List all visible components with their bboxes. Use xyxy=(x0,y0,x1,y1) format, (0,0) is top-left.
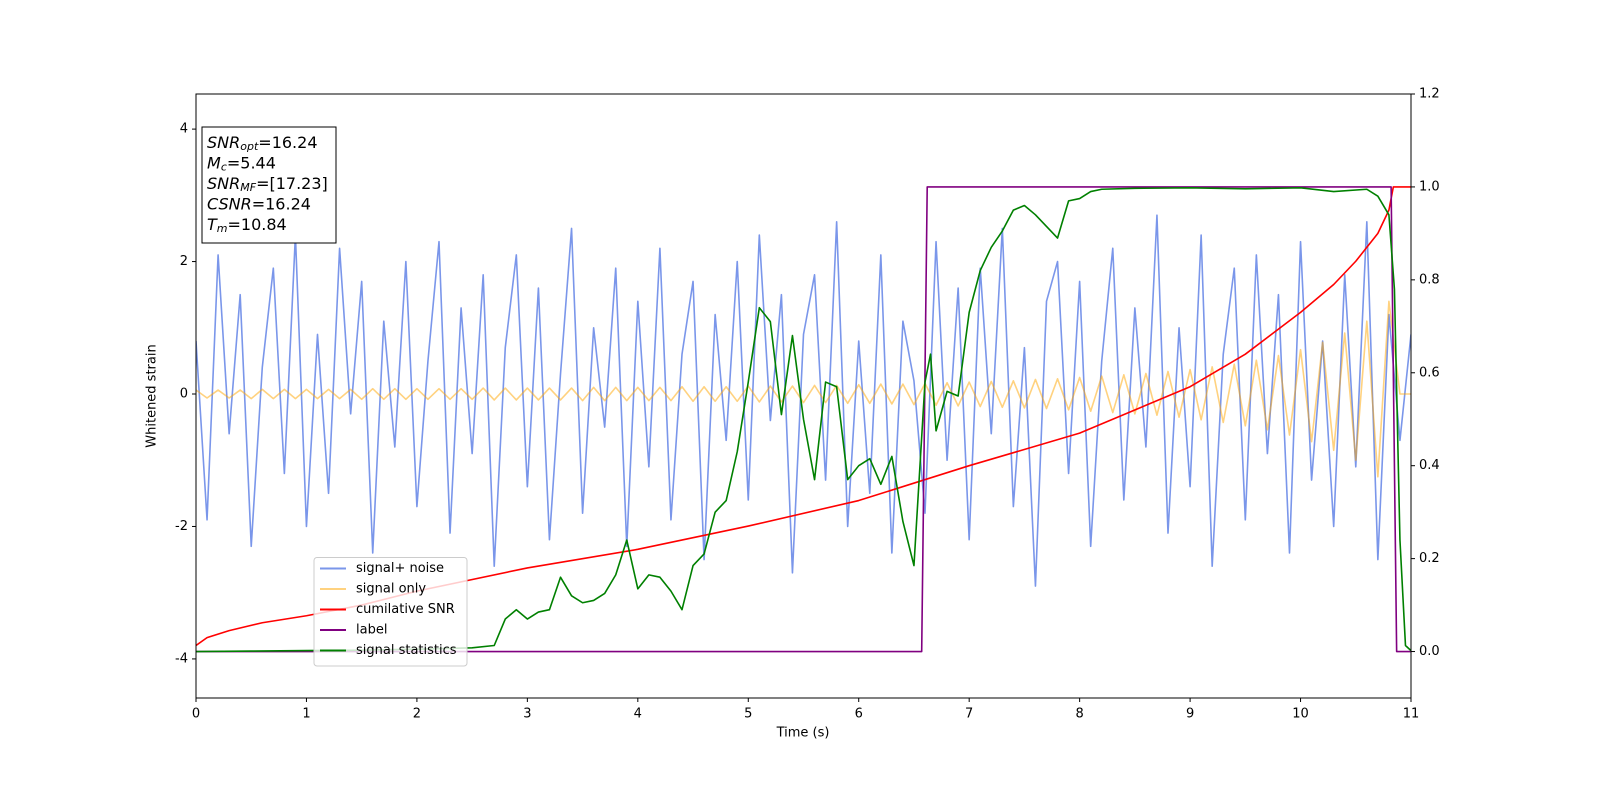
x-tick-label: 7 xyxy=(965,707,973,722)
legend-label: signal only xyxy=(356,582,426,597)
annotation-text: Mc=5.44 xyxy=(207,153,276,174)
legend-label: signal statistics xyxy=(356,643,457,658)
y2-tick-label: 0.2 xyxy=(1419,551,1440,566)
axes-frame xyxy=(195,93,1412,699)
legend-frame xyxy=(313,557,468,667)
y2-tick-label: 1.2 xyxy=(1419,87,1440,102)
y2-tick-label: 0.8 xyxy=(1419,272,1440,287)
annotation-text: SNRMF=[17.23] xyxy=(207,174,328,195)
legend-label: signal+ noise xyxy=(356,561,444,576)
annotation-text: CSNR=16.24 xyxy=(207,194,311,213)
annotation-sub: MF xyxy=(240,181,256,194)
annotation-value: =16.24 xyxy=(252,194,311,213)
y-tick-label: 2 xyxy=(180,254,188,269)
annotation-base: CSNR xyxy=(207,194,252,213)
y2-tick-label: 1.0 xyxy=(1419,179,1440,194)
legend-label: label xyxy=(356,623,387,638)
annotation-base: SNR xyxy=(207,174,240,193)
annotation-sub: m xyxy=(217,222,228,235)
annotation-text: Tm=10.84 xyxy=(207,215,287,236)
x-tick-label: 1 xyxy=(302,707,310,722)
legend-label: cumilative SNR xyxy=(356,602,455,617)
annotation-base: SNR xyxy=(207,133,240,152)
annotation-text: SNRopt=16.24 xyxy=(207,133,318,154)
annotation-frame xyxy=(201,126,337,244)
annotation-value: =16.24 xyxy=(258,133,317,152)
y2-tick-label: 0.4 xyxy=(1419,458,1440,473)
y-axis-label: Whitened strain xyxy=(145,344,160,447)
x-tick-label: 3 xyxy=(523,707,531,722)
x-tick-label: 2 xyxy=(413,707,421,722)
y-tick-label: 4 xyxy=(180,122,188,137)
x-tick-label: 11 xyxy=(1403,707,1420,722)
x-tick-label: 10 xyxy=(1292,707,1309,722)
x-tick-label: 8 xyxy=(1075,707,1083,722)
annotation-value: =5.44 xyxy=(227,153,276,172)
annotation-sub: c xyxy=(221,161,227,174)
y-tick-label: 0 xyxy=(180,387,188,402)
y2-tick-label: 0.0 xyxy=(1419,644,1440,659)
x-tick-label: 5 xyxy=(744,707,752,722)
series-line xyxy=(196,300,1411,478)
annotation-sub: opt xyxy=(240,140,259,153)
x-tick-label: 4 xyxy=(634,707,642,722)
x-tick-label: 9 xyxy=(1186,707,1194,722)
annotation-base: M xyxy=(207,153,221,172)
x-tick-label: 0 xyxy=(192,707,200,722)
legend: signal+ noise signal only cumilative SNR la… xyxy=(313,557,468,667)
series-line xyxy=(196,186,1411,647)
y-tick-label: -2 xyxy=(175,519,188,534)
x-axis-label: Time (s) xyxy=(776,726,830,741)
x-tick-label: 6 xyxy=(855,707,863,722)
y2-tick-label: 0.6 xyxy=(1419,365,1440,380)
annotation-base: T xyxy=(207,215,218,234)
annotation-box: SNRopt=16.24Mc=5.44SNRMF=[17.23]CSNR=16.… xyxy=(201,126,337,244)
tick-layer: 0 1 2 3 4 5 6 7 8 9 10 11 -4 -2 0 2 4 0.0 0.2 0.4 0.6 0.8 1.0 1… xyxy=(175,87,1440,722)
series-line xyxy=(196,186,1411,653)
annotation-value: =10.84 xyxy=(228,215,287,234)
annotation-value: =[17.23] xyxy=(256,174,328,193)
plot-area xyxy=(196,186,1411,653)
y-tick-label: -4 xyxy=(175,651,188,666)
series-line xyxy=(196,214,1411,587)
series-line xyxy=(196,187,1411,653)
